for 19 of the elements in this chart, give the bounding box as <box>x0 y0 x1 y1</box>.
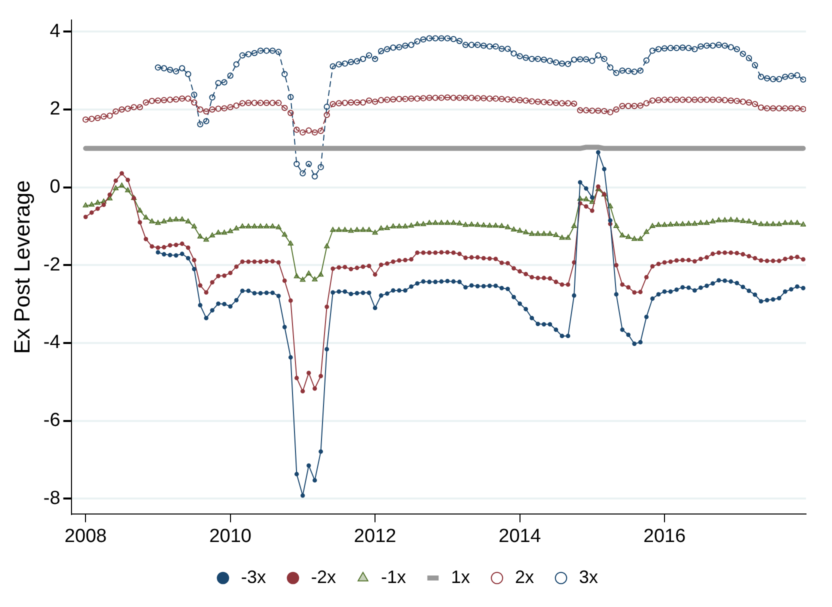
legend-label: -1x <box>380 566 406 587</box>
x-tick-label: 2010 <box>209 526 252 547</box>
y-tick-label: 4 <box>50 20 61 42</box>
x-tick-label: 2012 <box>354 526 396 547</box>
y-tick-label: 2 <box>50 98 60 120</box>
legend-label: 3x <box>579 566 598 587</box>
legend-label: 1x <box>450 566 470 587</box>
y-tick-label: -8 <box>43 488 60 509</box>
y-tick-label: -6 <box>43 410 60 432</box>
y-tick-label: -2 <box>43 254 60 276</box>
y-tick-label: 0 <box>50 176 60 198</box>
x-tick-label: 2008 <box>64 526 107 547</box>
x-tick-label: 2014 <box>498 526 542 547</box>
x-tick-label: 2016 <box>643 526 686 547</box>
legend-label: 2x <box>515 566 534 587</box>
y-axis-title: Ex Post Leverage <box>9 180 34 354</box>
legend-label: -3x <box>240 566 266 587</box>
y-tick-label: -4 <box>43 332 61 354</box>
legend-label: -2x <box>310 566 336 587</box>
